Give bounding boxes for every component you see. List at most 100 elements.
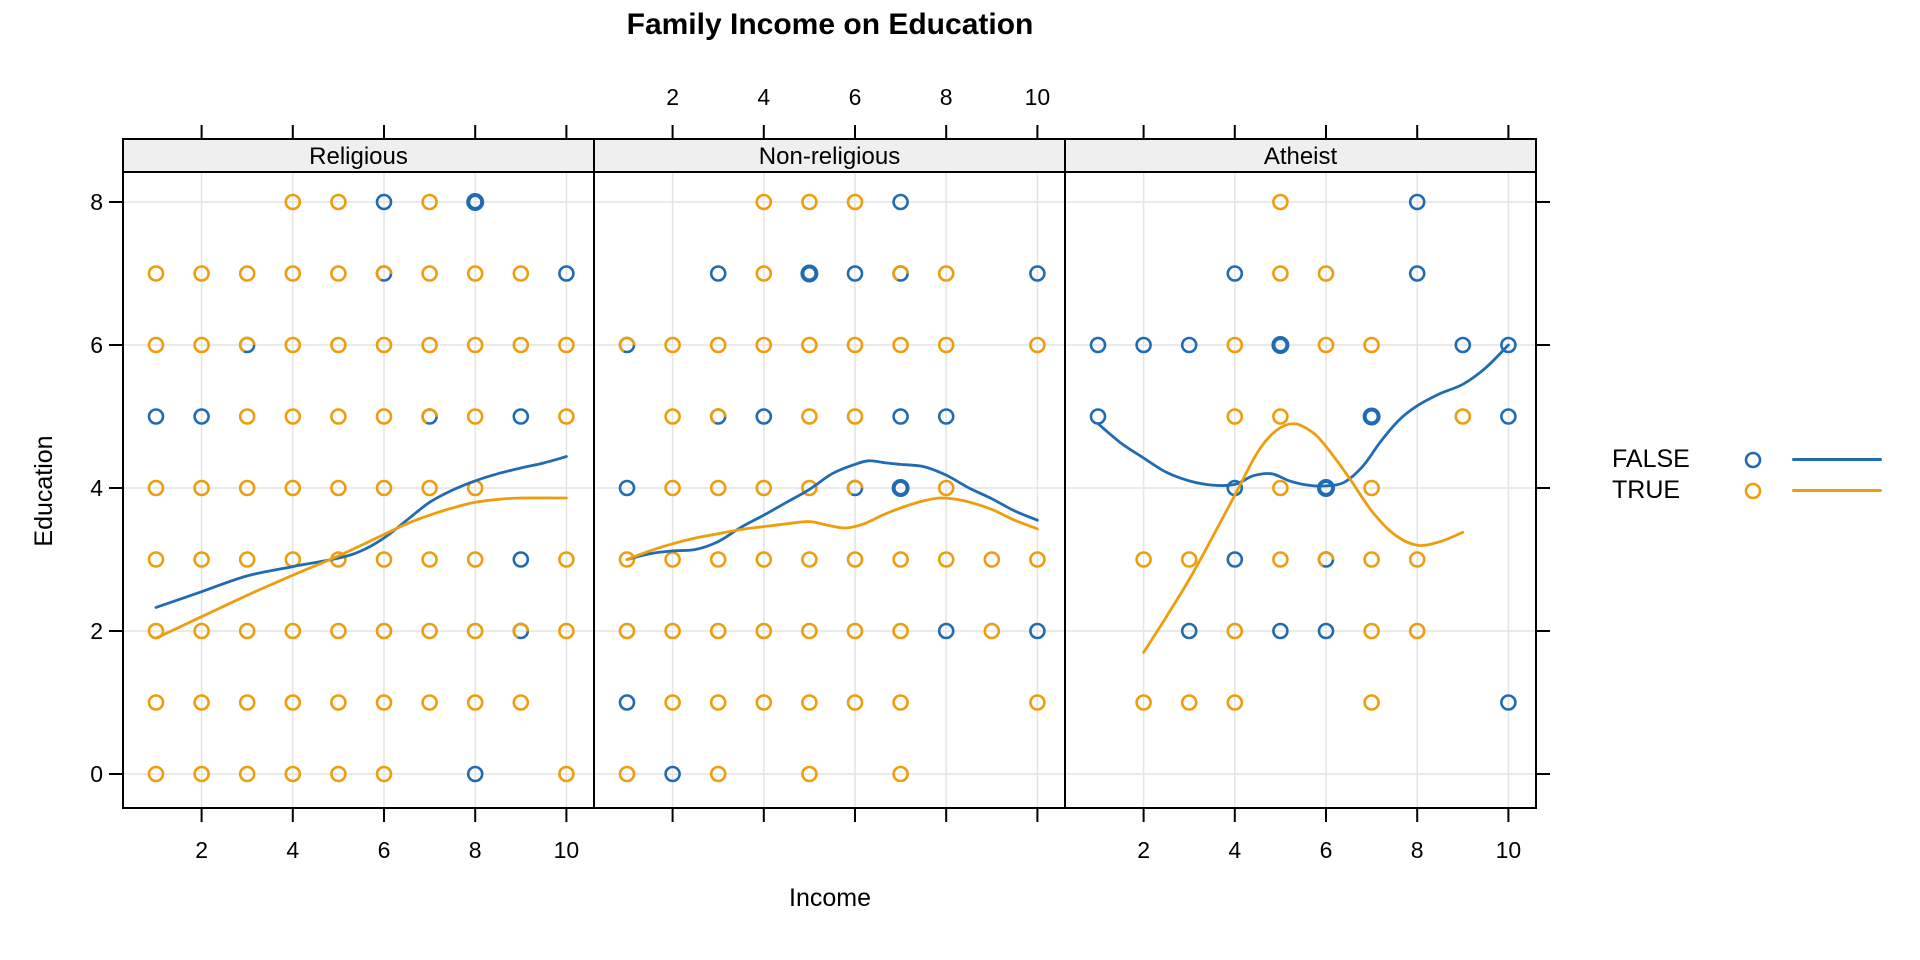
data-point-false [1317, 479, 1335, 497]
data-point-true [1180, 551, 1198, 568]
panel-non-religious: Non-religious 2 4 6 8 10 [593, 84, 1066, 822]
data-point-both [238, 336, 256, 354]
data-point-true [892, 765, 909, 783]
data-point-true [709, 694, 727, 711]
data-point-true [466, 551, 484, 568]
data-point-true [755, 193, 773, 211]
x-tick-label: 4 [757, 84, 770, 110]
legend-marker-false-icon [1744, 451, 1762, 468]
data-point-true [238, 408, 256, 425]
y-tick-label: 4 [90, 475, 103, 501]
data-point-false [1226, 551, 1244, 568]
data-point-true [421, 694, 438, 711]
y-tick-label: 0 [90, 761, 103, 787]
data-point-true [709, 765, 727, 783]
data-point-true [1226, 336, 1244, 354]
data-point-true [1029, 694, 1046, 711]
data-point-true [1029, 551, 1046, 568]
data-point-false [375, 193, 393, 211]
data-point-true [284, 408, 302, 425]
data-point-true [466, 622, 484, 640]
data-point-true [330, 479, 347, 497]
data-point-true [755, 551, 773, 568]
data-point-true [193, 265, 210, 282]
data-point-true [238, 622, 256, 640]
data-point-true [801, 694, 818, 711]
data-point-both [421, 408, 438, 425]
data-point-false [512, 408, 530, 425]
data-point-true [558, 408, 575, 425]
data-point-true [1135, 694, 1152, 711]
data-point-true [421, 265, 438, 282]
x-tick-label: 4 [286, 837, 299, 863]
data-point-true [375, 765, 393, 783]
data-point-false [466, 193, 485, 211]
data-point-true [330, 622, 347, 640]
data-point-false [891, 479, 910, 497]
legend-item-false: FALSE [1612, 444, 1882, 475]
data-point-true [1226, 694, 1244, 711]
data-point-true [1272, 551, 1289, 568]
data-point-true [801, 551, 818, 568]
data-point-true [1363, 622, 1380, 640]
data-point-both [618, 336, 636, 354]
data-point-false [1500, 336, 1517, 354]
data-point-true [330, 336, 347, 354]
x-tick-label: 8 [940, 84, 953, 110]
data-point-false [1226, 265, 1244, 282]
data-point-true [937, 551, 955, 568]
legend-label-true: TRUE [1612, 476, 1681, 504]
data-point-true [1363, 551, 1380, 568]
data-point-true [421, 479, 438, 497]
y-tick-label: 2 [90, 618, 103, 644]
data-point-true [755, 694, 773, 711]
panel-religious: Religious 2 4 6 8 10 0 2 4 6 8 [90, 125, 595, 863]
data-point-false [937, 408, 955, 425]
data-point-true [892, 551, 909, 568]
data-point-true [755, 479, 773, 497]
data-point-true [512, 265, 530, 282]
panel-strip-label: Atheist [1264, 143, 1338, 170]
data-point-true [709, 479, 727, 497]
data-point-true [755, 336, 773, 354]
data-point-true [801, 479, 818, 497]
x-tick-label: 8 [1411, 837, 1424, 863]
data-point-true [558, 551, 575, 568]
panel-border [1064, 171, 1537, 809]
panel-strip-label: Non-religious [759, 143, 900, 170]
data-point-true [1272, 479, 1289, 497]
data-point-true [892, 694, 909, 711]
data-point-false [1135, 336, 1152, 354]
x-tick-label: 8 [469, 837, 482, 863]
panel-strip [593, 138, 1066, 173]
legend-label-false: FALSE [1612, 445, 1690, 473]
data-point-true [983, 551, 1001, 568]
data-point-false [892, 193, 909, 211]
data-point-false [892, 408, 909, 425]
data-point-false [1029, 265, 1046, 282]
legend-line-true [1792, 489, 1882, 492]
data-point-true [147, 265, 165, 282]
data-point-true [284, 622, 302, 640]
chart-title: Family Income on Education [626, 8, 1034, 41]
data-point-true [147, 765, 165, 783]
data-point-true [284, 336, 302, 354]
data-point-true [330, 765, 347, 783]
data-point-true [147, 694, 165, 711]
data-point-both [709, 408, 727, 425]
data-point-true [193, 765, 210, 783]
data-point-true [284, 193, 302, 211]
data-point-true [330, 193, 347, 211]
data-point-false [1408, 193, 1426, 211]
data-point-false [755, 408, 773, 425]
data-point-false [466, 765, 484, 783]
data-point-true [1135, 551, 1152, 568]
data-point-true [1272, 408, 1289, 425]
smooth-line-false [154, 455, 568, 609]
data-point-true [892, 336, 909, 354]
data-point-false [193, 408, 210, 425]
x-axis-title: Income [789, 884, 871, 912]
data-point-true [801, 765, 818, 783]
